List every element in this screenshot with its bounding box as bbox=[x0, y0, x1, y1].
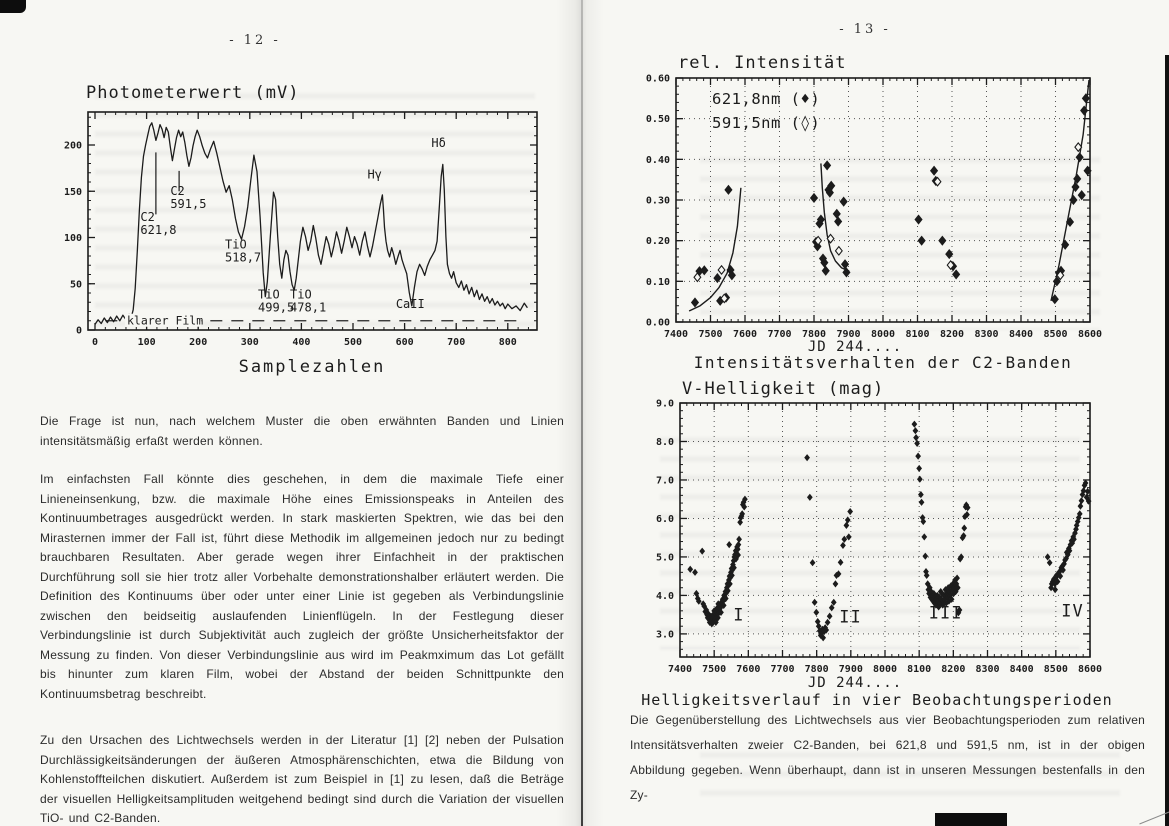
svg-text:8.0: 8.0 bbox=[656, 437, 674, 448]
legend-entry: 621,8nm (♦) bbox=[712, 90, 820, 108]
svg-text:400: 400 bbox=[292, 337, 310, 348]
svg-text:200: 200 bbox=[64, 141, 82, 152]
svg-text:3.0: 3.0 bbox=[656, 629, 674, 640]
svg-text:0: 0 bbox=[92, 337, 98, 348]
spectrum-chart: 0 100 200 300 400 500 600 700 800 0 50 100 150 200 Pho… bbox=[64, 83, 538, 377]
svg-text:300: 300 bbox=[241, 337, 259, 348]
period-label: III bbox=[929, 604, 963, 624]
chart-annotation: Hγ bbox=[367, 167, 381, 181]
period-label: IV bbox=[1061, 602, 1083, 622]
svg-text:5.0: 5.0 bbox=[656, 552, 674, 563]
chart-annotation: TiO 478,1 bbox=[290, 288, 326, 315]
svg-text:rel. Intensität: rel. Intensität bbox=[678, 53, 847, 73]
svg-text:0.20: 0.20 bbox=[646, 236, 670, 247]
paragraph-3: Zu den Ursachen des Lichtwechsels werden… bbox=[40, 733, 564, 825]
svg-text:8600: 8600 bbox=[1078, 664, 1102, 675]
svg-text:0: 0 bbox=[76, 326, 82, 337]
chart-annotation: C2 621,8 bbox=[140, 210, 176, 237]
scan-artifact-top-left bbox=[0, 0, 26, 13]
svg-text:8500: 8500 bbox=[1044, 664, 1068, 675]
svg-text:Photometerwert (mV): Photometerwert (mV) bbox=[86, 83, 299, 103]
svg-text:100: 100 bbox=[64, 233, 82, 244]
period-label: I bbox=[733, 605, 744, 625]
page-gutter-line bbox=[581, 0, 583, 826]
svg-text:6.0: 6.0 bbox=[656, 514, 674, 525]
svg-text:200: 200 bbox=[189, 337, 207, 348]
svg-text:8100: 8100 bbox=[907, 664, 931, 675]
svg-text:8500: 8500 bbox=[1043, 329, 1067, 340]
svg-text:7400: 7400 bbox=[664, 329, 688, 340]
svg-text:9.0: 9.0 bbox=[656, 399, 674, 410]
chart-annotation: TiO 518,7 bbox=[225, 238, 261, 265]
body-text-right: Die Gegenüberstellung des Lichtwechsels … bbox=[630, 713, 1145, 802]
svg-text:100: 100 bbox=[138, 337, 156, 348]
chart-annotation: Hδ bbox=[431, 136, 445, 150]
body-text-left: Die Frage ist nun, nach welchem Muster d… bbox=[40, 412, 564, 826]
page-number-left: - 12 - bbox=[229, 33, 281, 48]
svg-text:V-Helligkeit (mag): V-Helligkeit (mag) bbox=[682, 379, 884, 399]
svg-text:150: 150 bbox=[64, 187, 82, 198]
svg-text:500: 500 bbox=[344, 337, 362, 348]
svg-text:8400: 8400 bbox=[1009, 329, 1033, 340]
page-number-right: - 13 - bbox=[839, 22, 891, 37]
svg-text:7600: 7600 bbox=[733, 329, 757, 340]
svg-text:7500: 7500 bbox=[702, 664, 726, 675]
svg-text:7900: 7900 bbox=[839, 664, 863, 675]
scan-artifact-right-edge bbox=[1165, 55, 1169, 826]
svg-text:8300: 8300 bbox=[975, 664, 999, 675]
svg-text:Helligkeitsverlauf in vier Beo: Helligkeitsverlauf in vier Beobachtungsp… bbox=[641, 691, 1112, 709]
svg-text:0.50: 0.50 bbox=[646, 114, 670, 125]
svg-text:7600: 7600 bbox=[736, 664, 760, 675]
svg-text:0.10: 0.10 bbox=[646, 277, 670, 288]
svg-text:Intensitätsverhalten der C2-Ba: Intensitätsverhalten der C2-Banden bbox=[694, 353, 1073, 372]
intensity-chart: 7400 7500 7600 7700 7800 7900 8000 8100 8200 8300… bbox=[646, 53, 1102, 372]
paragraph-1: Die Frage ist nun, nach welchem Muster d… bbox=[40, 414, 564, 448]
period-label: II bbox=[839, 607, 861, 627]
svg-text:8200: 8200 bbox=[940, 329, 964, 340]
svg-text:JD 244....: JD 244.... bbox=[808, 339, 902, 355]
svg-text:8100: 8100 bbox=[905, 329, 929, 340]
scan-artifact-bottom-bar bbox=[935, 813, 1007, 826]
svg-text:7700: 7700 bbox=[770, 664, 794, 675]
svg-text:8400: 8400 bbox=[1010, 664, 1034, 675]
film-line-label: klarer Film bbox=[127, 313, 203, 327]
svg-text:0.00: 0.00 bbox=[646, 318, 670, 329]
svg-text:7900: 7900 bbox=[836, 329, 860, 340]
svg-text:8200: 8200 bbox=[941, 664, 965, 675]
chart-annotation: C2 591,5 bbox=[170, 184, 206, 211]
svg-text:50: 50 bbox=[70, 279, 82, 290]
svg-text:0.30: 0.30 bbox=[646, 196, 670, 207]
svg-text:8000: 8000 bbox=[873, 664, 897, 675]
svg-text:700: 700 bbox=[447, 337, 465, 348]
svg-text:Samplezahlen: Samplezahlen bbox=[239, 357, 386, 377]
page-gutter bbox=[556, 0, 604, 826]
paragraph-2: Im einfachsten Fall könnte dies geschehe… bbox=[40, 472, 564, 701]
svg-text:7.0: 7.0 bbox=[656, 475, 674, 486]
svg-text:7700: 7700 bbox=[767, 329, 791, 340]
svg-text:JD 244....: JD 244.... bbox=[808, 675, 902, 691]
svg-text:800: 800 bbox=[499, 337, 517, 348]
svg-text:7400: 7400 bbox=[668, 664, 692, 675]
svg-text:4.0: 4.0 bbox=[656, 591, 674, 602]
svg-text:7800: 7800 bbox=[805, 664, 829, 675]
svg-text:7500: 7500 bbox=[698, 329, 722, 340]
svg-text:8000: 8000 bbox=[871, 329, 895, 340]
svg-text:8600: 8600 bbox=[1078, 329, 1102, 340]
chart-annotation: TiO 499,5 bbox=[258, 288, 294, 315]
legend-entry: 591,5nm (◊) bbox=[712, 114, 820, 132]
svg-text:0.60: 0.60 bbox=[646, 74, 670, 85]
svg-text:8300: 8300 bbox=[974, 329, 998, 340]
chart-annotation: CaII bbox=[396, 297, 425, 311]
svg-text:0.40: 0.40 bbox=[646, 155, 670, 166]
lightcurve-chart: 7400 7500 7600 7700 7800 7900 8000 8100 8200 8300… bbox=[641, 379, 1112, 709]
svg-text:7800: 7800 bbox=[802, 329, 826, 340]
svg-text:600: 600 bbox=[396, 337, 414, 348]
